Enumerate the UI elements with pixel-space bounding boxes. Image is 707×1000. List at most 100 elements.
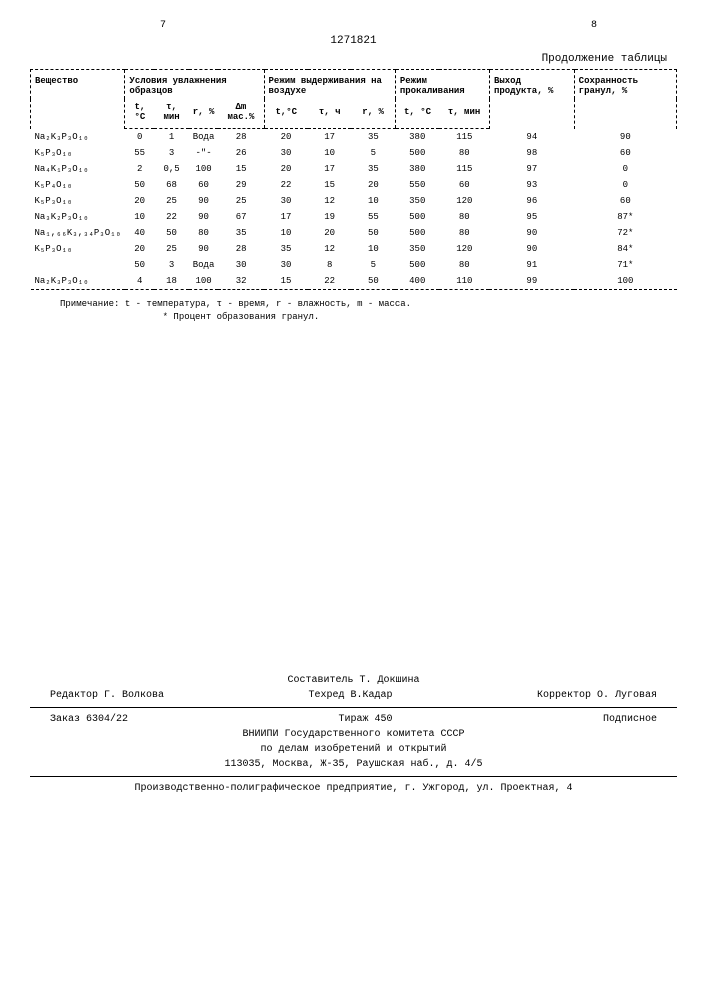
cell: 80	[189, 225, 219, 241]
cell: 3	[154, 145, 188, 161]
tirage: Тираж 450	[338, 712, 392, 727]
cell: 20	[308, 225, 351, 241]
table-row: Na₂K₃P₃O₁₀01Вода282017353801159490	[31, 129, 677, 146]
cell: 96	[489, 193, 574, 209]
cell: 90	[189, 193, 219, 209]
cell: 500	[395, 209, 439, 225]
sub-tau2: τ, ч	[308, 99, 351, 129]
cell: 2	[125, 161, 154, 177]
sub-tau1: τ, мин	[154, 99, 188, 129]
cell: 60	[574, 193, 676, 209]
cell: 28	[218, 241, 264, 257]
subscription: Подписное	[603, 712, 657, 727]
table-row: Na₃K₂P₃O₁₀10229067171955500809587*	[31, 209, 677, 225]
cell: 100	[574, 273, 676, 290]
cell: 30	[218, 257, 264, 273]
cell: 50	[351, 273, 395, 290]
divider	[30, 776, 677, 777]
note-label: Примечание:	[60, 299, 119, 309]
order: Заказ 6304/22	[50, 712, 128, 727]
cell: 100	[189, 273, 219, 290]
data-table: Вещество Условия увлажнения образцов Реж…	[30, 69, 677, 290]
cell: 93	[489, 177, 574, 193]
table-note: Примечание: t - температура, τ - время, …	[30, 298, 677, 323]
cell: 22	[264, 177, 308, 193]
cell: 30	[264, 257, 308, 273]
cell: 500	[395, 145, 439, 161]
cell: K₅P₃O₁₀	[31, 241, 125, 257]
cell: 55	[351, 209, 395, 225]
cell: Na₄K₁P₃O₁₀	[31, 161, 125, 177]
divider	[30, 707, 677, 708]
table-row: 503Вода303085500809171*	[31, 257, 677, 273]
cell: 500	[395, 257, 439, 273]
cell: 15	[264, 273, 308, 290]
cell: 60	[439, 177, 489, 193]
cell: K₅P₃O₁₀	[31, 145, 125, 161]
footer: Составитель Т. Докшина Редактор Г. Волко…	[30, 673, 677, 796]
cell: 80	[439, 145, 489, 161]
cell: 26	[218, 145, 264, 161]
cell: 60	[574, 145, 676, 161]
cell: -"-	[189, 145, 219, 161]
cell: 550	[395, 177, 439, 193]
cell: 115	[439, 161, 489, 177]
cell: 0,5	[154, 161, 188, 177]
note-text: t - температура, τ - время, r - влажност…	[125, 299, 411, 309]
cell: Вода	[189, 129, 219, 146]
col-preservation: Сохранность гранул, %	[574, 70, 676, 129]
table-row: K₅P₃O₁₀202590283512103501209084*	[31, 241, 677, 257]
table-row: Na₁,₆₆K₃,₃₄P₃O₁₀40508035102050500809072*	[31, 225, 677, 241]
cell: 22	[154, 209, 188, 225]
cell: 10	[351, 241, 395, 257]
cell: 10	[308, 145, 351, 161]
cell: 12	[308, 193, 351, 209]
cell: 90	[189, 209, 219, 225]
cell: 30	[264, 145, 308, 161]
cell: 10	[264, 225, 308, 241]
printing: Производственно-полиграфическое предприя…	[30, 781, 677, 796]
cell: 90	[489, 225, 574, 241]
page-num-left: 7	[160, 20, 166, 31]
cell	[31, 257, 125, 273]
col-substance: Вещество	[31, 70, 125, 129]
cell: 15	[218, 161, 264, 177]
address: 113035, Москва, Ж-35, Раушская наб., д. …	[30, 757, 677, 772]
cell: 10	[125, 209, 154, 225]
cell: Na₁,₆₆K₃,₃₄P₃O₁₀	[31, 225, 125, 241]
sub-dm: Δm мас.%	[218, 99, 264, 129]
blank-space	[30, 323, 677, 673]
cell: 3	[154, 257, 188, 273]
cell: 80	[439, 209, 489, 225]
cell: 1	[154, 129, 188, 146]
cell: 29	[218, 177, 264, 193]
cell: Na₂K₃P₃O₁₀	[31, 129, 125, 146]
cell: 15	[308, 177, 351, 193]
cell: 25	[154, 193, 188, 209]
cell: 350	[395, 193, 439, 209]
cell: 5	[351, 257, 395, 273]
editor: Редактор Г. Волкова	[50, 688, 164, 703]
compiler: Составитель Т. Докшина	[30, 673, 677, 688]
sub-r2: r, %	[351, 99, 395, 129]
cell: 90	[189, 241, 219, 257]
cell: 17	[308, 161, 351, 177]
techred: Техред В.Кадар	[308, 688, 392, 703]
note-star: * Процент образования гранул.	[163, 312, 320, 322]
cell: 90	[574, 129, 676, 146]
cell: 50	[351, 225, 395, 241]
cell: 350	[395, 241, 439, 257]
cell: 20	[264, 161, 308, 177]
cell: 500	[395, 225, 439, 241]
cell: 98	[489, 145, 574, 161]
cell: 32	[218, 273, 264, 290]
cell: 5	[351, 145, 395, 161]
cell: 20	[125, 241, 154, 257]
cell: 17	[264, 209, 308, 225]
sub-t3: t, °С	[395, 99, 439, 129]
cell: 91	[489, 257, 574, 273]
cell: 67	[218, 209, 264, 225]
cell: K₅P₃O₁₀	[31, 193, 125, 209]
table-row: Na₂K₃P₃O₁₀4181003215225040011099100	[31, 273, 677, 290]
cell: K₅P₄O₁₀	[31, 177, 125, 193]
